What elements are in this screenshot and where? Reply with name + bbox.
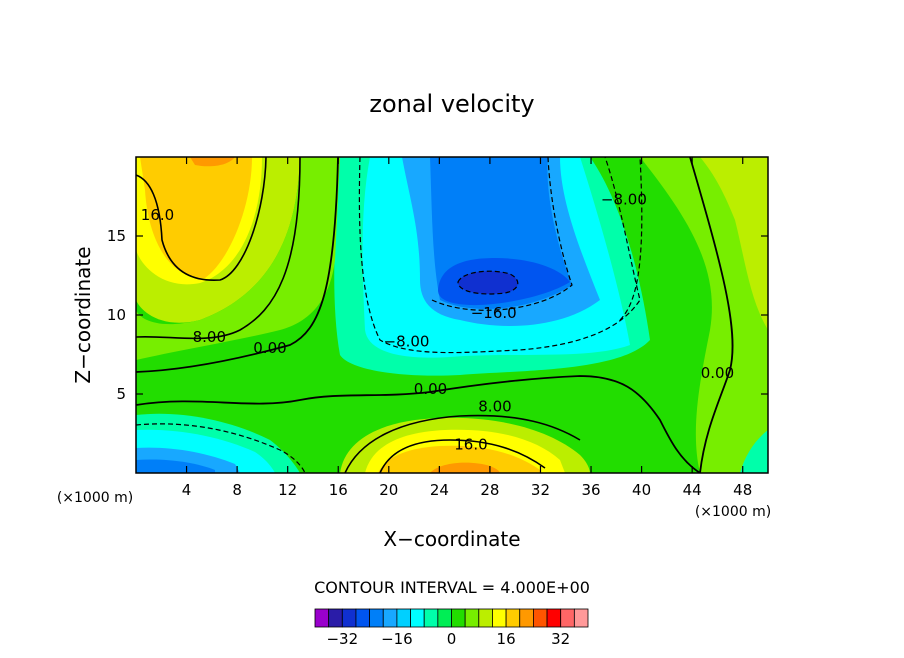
- contour-label-4: −16.0: [471, 304, 517, 322]
- x-axis-ticks: 4 8 12 16 20 24 28 32 36 40 44 48: [182, 157, 752, 499]
- colorbar-swatch-12: [478, 608, 493, 628]
- y-axis-ticks: 5 10 15: [107, 227, 768, 403]
- colorbar: [314, 608, 589, 628]
- field-band-neg-16-lower: [136, 459, 215, 473]
- contour-label-3: −8.00: [384, 333, 430, 351]
- colorbar-swatch-15: [519, 608, 534, 628]
- contour-line-neg-8: [358, 157, 641, 354]
- x-tick-label-36: 36: [581, 481, 600, 499]
- colorbar-swatch-7: [410, 608, 425, 628]
- colorbar-swatch-2: [341, 608, 357, 628]
- x-tick-label-44: 44: [683, 481, 702, 499]
- x-unit-right: (×1000 m): [695, 504, 771, 520]
- contour-label-7: 0.00: [414, 380, 447, 398]
- x-tick-label-16: 16: [329, 481, 348, 499]
- contour-line-neg-8-right: [619, 157, 643, 321]
- field-band-neg-24: [458, 271, 518, 294]
- y-tick-label-15: 15: [107, 227, 126, 245]
- colorbar-swatch-19: [573, 608, 589, 628]
- contour-line-zero-left: [136, 157, 339, 373]
- colorbar-swatch-0: [314, 608, 330, 628]
- x-tick-label-32: 32: [531, 481, 550, 499]
- contour-interval-label: CONTOUR INTERVAL = 4.000E+00: [314, 578, 590, 597]
- contour-line-zero-right: [689, 157, 734, 473]
- contour-line-pos-8: [136, 157, 301, 340]
- contour-line-zero-middle: [136, 375, 701, 473]
- x-tick-label-48: 48: [733, 481, 752, 499]
- contour-line-pos-16-lower: [379, 439, 546, 473]
- contour-field: [136, 157, 768, 473]
- colorbar-swatch-14: [505, 608, 521, 628]
- field-band-pos-8-right: [700, 157, 768, 330]
- colorbar-swatch-8: [423, 608, 439, 628]
- field-band-pos-4-left: [136, 157, 340, 360]
- y-tick-label-5: 5: [116, 385, 126, 403]
- colorbar-tick-label--16: −16: [381, 630, 413, 648]
- colorbar-swatch-3: [355, 608, 371, 628]
- x-unit-left: (×1000 m): [57, 490, 133, 506]
- x-tick-label-12: 12: [278, 481, 297, 499]
- colorbar-swatch-16: [533, 608, 548, 628]
- y-tick-label-10: 10: [107, 306, 126, 324]
- x-tick-label-24: 24: [430, 481, 449, 499]
- contour-label-5: −8.00: [601, 190, 647, 208]
- contour-label-9: 16.0: [454, 435, 487, 453]
- colorbar-swatch-5: [382, 608, 398, 628]
- contour-label-0: 16.0: [141, 206, 174, 224]
- field-band-pos-24: [190, 157, 235, 167]
- contour-line-neg-16: [431, 157, 573, 311]
- field-band-neg-4-right: [740, 430, 768, 473]
- colorbar-swatch-4: [369, 608, 384, 628]
- colorbar-swatch-6: [396, 608, 411, 628]
- contour-label-2: 0.00: [253, 339, 286, 357]
- contour-label-1: 8.00: [193, 328, 226, 346]
- colorbar-ticks: −32 −16 0 16 32: [326, 630, 570, 648]
- contour-label-8: 8.00: [478, 397, 511, 415]
- contour-line-pos-16: [136, 157, 267, 281]
- colorbar-swatch-17: [546, 608, 562, 628]
- y-axis-label: Z−coordinate: [71, 246, 95, 383]
- colorbar-tick-label-0: 0: [447, 630, 457, 648]
- colorbar-swatch-11: [464, 608, 480, 628]
- field-band-pos-4-right: [640, 157, 768, 473]
- colorbar-swatch-1: [328, 608, 343, 628]
- contour-line-pos-8-lower: [344, 414, 581, 473]
- colorbar-swatch-9: [437, 608, 452, 628]
- x-tick-label-40: 40: [632, 481, 651, 499]
- chart-title: zonal velocity: [369, 90, 534, 118]
- x-tick-label-20: 20: [379, 481, 398, 499]
- colorbar-tick-label-16: 16: [497, 630, 516, 648]
- field-band-pos-20: [140, 157, 252, 279]
- colorbar-tick-label-32: 32: [551, 630, 570, 648]
- x-axis-label: X−coordinate: [383, 527, 520, 551]
- colorbar-swatch-18: [560, 608, 575, 628]
- contour-line-neg-8-lower-left: [136, 423, 306, 473]
- field-band-pos-24-lower: [430, 462, 500, 473]
- field-band-pos-20-lower: [378, 445, 540, 473]
- colorbar-swatch-10: [451, 608, 466, 628]
- colorbar-swatch-13: [492, 608, 507, 628]
- contour-label-6: 0.00: [701, 364, 734, 382]
- x-tick-label-4: 4: [182, 481, 192, 499]
- contour-labels: 16.0 8.00 0.00 −8.00 −16.0 −8.00 0.00 0.00 8.00 1…: [141, 190, 734, 453]
- x-tick-label-28: 28: [480, 481, 499, 499]
- x-tick-label-8: 8: [232, 481, 242, 499]
- colorbar-tick-label--32: −32: [326, 630, 358, 648]
- contour-lines: [136, 157, 734, 473]
